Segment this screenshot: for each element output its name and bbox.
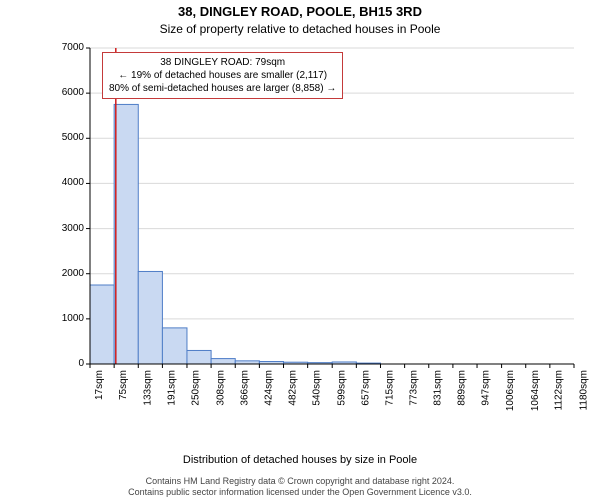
y-tick-label: 1000 <box>54 313 84 324</box>
x-tick-label: 133sqm <box>142 370 153 406</box>
footer-line-1: Contains HM Land Registry data © Crown c… <box>0 476 600 487</box>
property-annotation-box: 38 DINGLEY ROAD: 79sqm ← 19% of detached… <box>102 52 343 99</box>
x-tick-label: 715sqm <box>384 370 395 406</box>
plot-area: 38 DINGLEY ROAD: 79sqm ← 19% of detached… <box>60 44 580 404</box>
annotation-line-1: 38 DINGLEY ROAD: 79sqm <box>109 56 336 69</box>
x-tick-label: 947sqm <box>481 370 492 406</box>
y-tick-label: 3000 <box>54 223 84 234</box>
x-tick-label: 1064sqm <box>530 370 541 411</box>
x-tick-label: 1122sqm <box>554 370 565 410</box>
footer-attribution: Contains HM Land Registry data © Crown c… <box>0 476 600 499</box>
chart-title-sub: Size of property relative to detached ho… <box>0 22 600 36</box>
x-tick-label: 831sqm <box>433 370 444 406</box>
x-tick-label: 1006sqm <box>506 370 517 411</box>
x-axis-label: Distribution of detached houses by size … <box>0 454 600 466</box>
chart-title-main: 38, DINGLEY ROAD, POOLE, BH15 3RD <box>0 4 600 19</box>
chart-container: 38, DINGLEY ROAD, POOLE, BH15 3RD Size o… <box>0 0 600 500</box>
x-tick-label: 889sqm <box>457 370 468 406</box>
y-tick-label: 2000 <box>54 268 84 279</box>
x-tick-label: 482sqm <box>288 370 299 406</box>
x-tick-label: 250sqm <box>191 370 202 406</box>
annotation-line-2: ← 19% of detached houses are smaller (2,… <box>109 69 336 82</box>
y-tick-label: 4000 <box>54 177 84 188</box>
x-tick-label: 540sqm <box>312 370 323 406</box>
x-tick-label: 424sqm <box>263 370 274 406</box>
annotation-line-3: 80% of semi-detached houses are larger (… <box>109 82 336 95</box>
x-tick-label: 657sqm <box>360 370 371 406</box>
x-tick-label: 773sqm <box>409 370 420 406</box>
y-tick-label: 0 <box>54 358 84 369</box>
x-tick-label: 75sqm <box>118 370 129 400</box>
x-tick-label: 17sqm <box>94 370 105 400</box>
y-tick-label: 5000 <box>54 132 84 143</box>
x-tick-label: 366sqm <box>239 370 250 406</box>
x-tick-label: 308sqm <box>215 370 226 406</box>
y-tick-label: 6000 <box>54 87 84 98</box>
y-tick-label: 7000 <box>54 42 84 53</box>
x-tick-label: 191sqm <box>166 370 177 406</box>
footer-line-2: Contains public sector information licen… <box>0 487 600 498</box>
x-tick-label: 599sqm <box>336 370 347 406</box>
x-tick-label: 1180sqm <box>578 370 589 410</box>
